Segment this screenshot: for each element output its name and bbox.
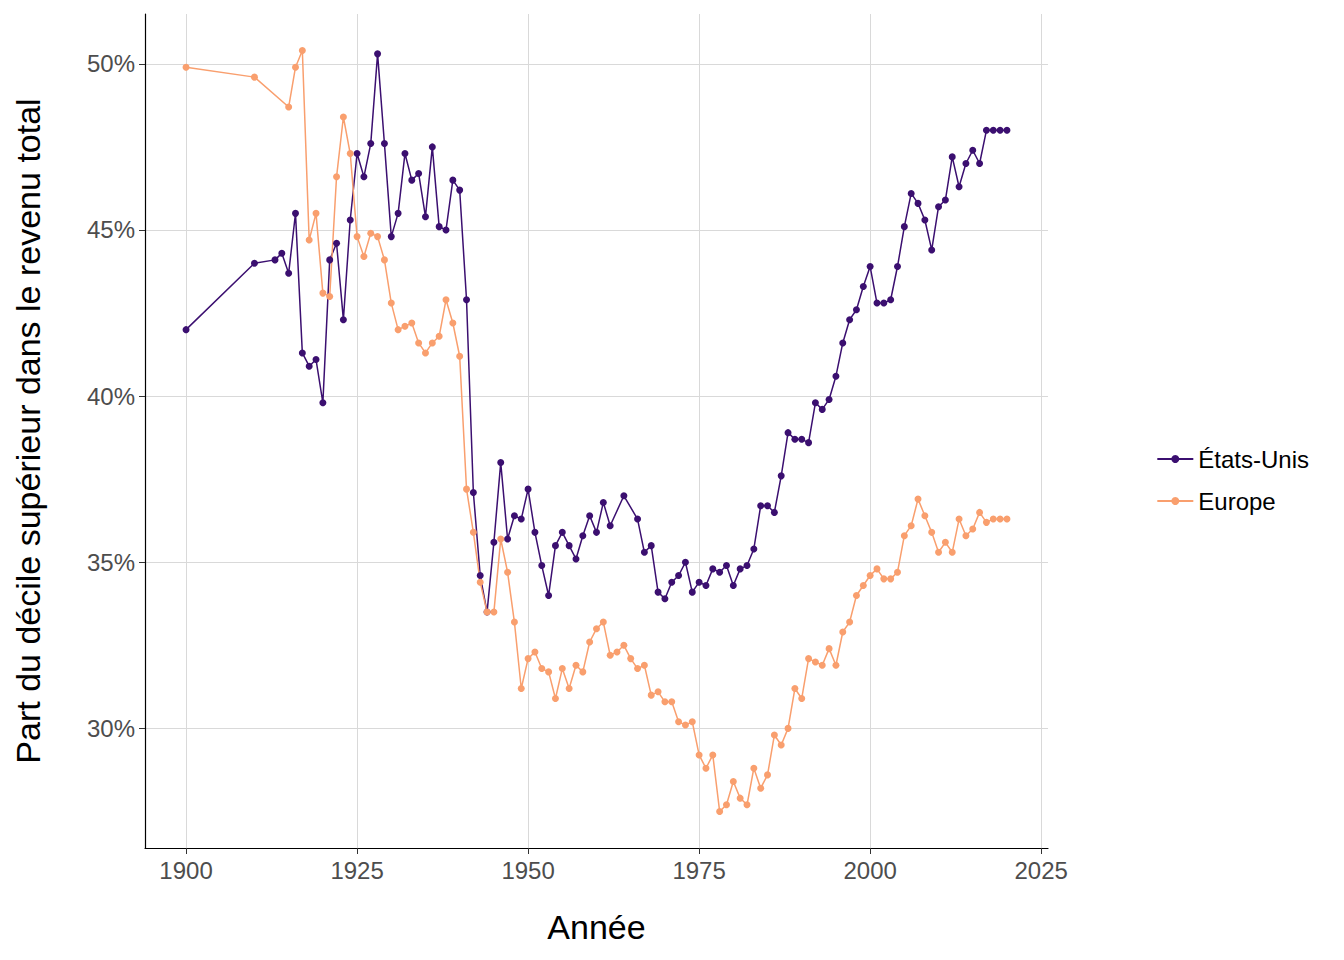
svg-text:30%: 30% [87,715,135,742]
svg-text:États-Unis: États-Unis [1198,446,1309,473]
svg-text:Europe: Europe [1198,488,1275,515]
svg-text:1900: 1900 [159,857,212,884]
svg-text:Année: Année [547,908,645,946]
svg-text:50%: 50% [87,50,135,77]
svg-text:45%: 45% [87,216,135,243]
svg-text:1975: 1975 [672,857,725,884]
svg-text:2025: 2025 [1014,857,1067,884]
svg-text:Part du décile supérieur dans: Part du décile supérieur dans le revenu … [9,98,47,763]
svg-text:1950: 1950 [501,857,554,884]
svg-text:1925: 1925 [330,857,383,884]
svg-text:35%: 35% [87,549,135,576]
svg-text:2000: 2000 [843,857,896,884]
svg-text:40%: 40% [87,383,135,410]
